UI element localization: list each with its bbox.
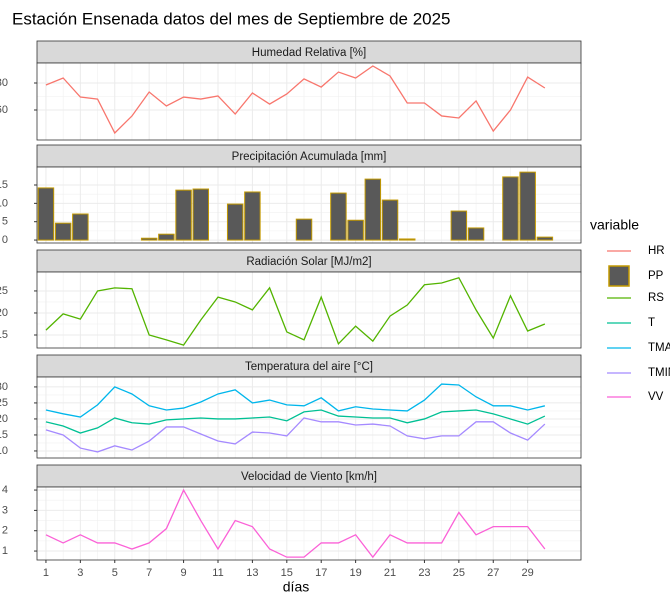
bar — [467, 227, 485, 241]
x-tick-label: 9 — [181, 567, 187, 579]
strip-label: Precipitación Acumulada [mm] — [232, 151, 387, 163]
x-axis-title: días — [283, 579, 309, 593]
y-tick-label: 5 — [2, 216, 8, 228]
y-tick-label: 1 — [2, 545, 8, 557]
panel-border — [36, 486, 582, 561]
line — [45, 65, 546, 135]
bar — [295, 218, 313, 241]
bar — [536, 236, 554, 241]
legend-label: T — [648, 317, 655, 329]
bar — [519, 171, 536, 241]
line — [45, 276, 546, 346]
y-tick-label: 20 — [0, 307, 8, 319]
strip-label: Humedad Relativa [%] — [252, 47, 366, 59]
y-tick-label: 60 — [0, 104, 8, 116]
legend-label: HR — [648, 245, 665, 257]
bar — [140, 237, 158, 241]
bar — [226, 203, 244, 241]
x-tick-label: 15 — [281, 567, 293, 579]
legend-label: PP — [648, 270, 664, 282]
bar — [398, 238, 416, 241]
y-tick-label: 25 — [0, 397, 8, 409]
line — [45, 409, 546, 434]
y-tick-label: 15 — [0, 179, 8, 191]
x-tick-label: 29 — [522, 567, 534, 579]
x-tick-label: 13 — [246, 567, 258, 579]
legend-label: RS — [648, 292, 664, 304]
legend-title: variable — [590, 217, 639, 233]
x-tick-label: 27 — [487, 567, 499, 579]
line — [45, 383, 546, 418]
bar — [244, 191, 261, 241]
line — [45, 488, 546, 559]
x-tick-label: 11 — [212, 567, 223, 579]
legend-label: TMAX — [648, 342, 670, 354]
x-tick-label: 3 — [77, 567, 83, 579]
x-tick-label: 5 — [112, 567, 118, 579]
x-tick-label: 21 — [384, 567, 396, 579]
panel-border — [36, 166, 582, 244]
panel-border — [36, 376, 582, 459]
y-tick-label: 20 — [0, 413, 8, 425]
bar — [192, 188, 210, 241]
x-tick-label: 19 — [349, 567, 361, 579]
panel — [37, 487, 581, 560]
bar — [450, 210, 468, 241]
bar — [364, 178, 382, 241]
x-tick-label: 25 — [453, 567, 465, 579]
y-tick-label: 2 — [2, 525, 8, 537]
panel — [37, 377, 581, 458]
x-tick-label: 7 — [146, 567, 152, 579]
strip-label: Velocidad de Viento [km/h] — [241, 471, 377, 483]
y-tick-label: 10 — [0, 445, 8, 457]
legend-label: VV — [648, 391, 664, 403]
panel-border — [36, 271, 582, 349]
legend-key — [608, 265, 630, 287]
y-tick-label: 15 — [0, 329, 8, 341]
x-tick-label: 23 — [418, 567, 430, 579]
y-tick-label: 30 — [0, 381, 8, 393]
y-tick-label: 25 — [0, 285, 8, 297]
y-tick-label: 3 — [2, 504, 8, 516]
legend-label: TMIN — [648, 367, 670, 379]
y-tick-label: 4 — [2, 484, 8, 496]
panel — [37, 272, 581, 348]
y-tick-label: 0 — [2, 234, 8, 246]
panel-border — [36, 62, 582, 141]
strip-label: Radiación Solar [MJ/m2] — [246, 256, 371, 268]
bar — [347, 219, 364, 241]
bar — [175, 189, 192, 241]
line — [45, 417, 546, 453]
bar — [37, 187, 55, 241]
strip-label: Temperatura del aire [°C] — [245, 361, 373, 373]
bar — [381, 199, 399, 241]
y-tick-label: 80 — [0, 77, 8, 89]
bar — [54, 222, 72, 241]
bar — [502, 176, 519, 241]
bar — [330, 192, 347, 241]
y-tick-label: 10 — [0, 197, 8, 209]
bar — [158, 233, 175, 241]
x-tick-label: 1 — [43, 567, 49, 579]
x-tick-label: 17 — [315, 567, 327, 579]
y-tick-label: 15 — [0, 429, 8, 441]
chart-title: Estación Ensenada datos del mes de Septi… — [12, 9, 451, 28]
bar — [72, 213, 89, 241]
